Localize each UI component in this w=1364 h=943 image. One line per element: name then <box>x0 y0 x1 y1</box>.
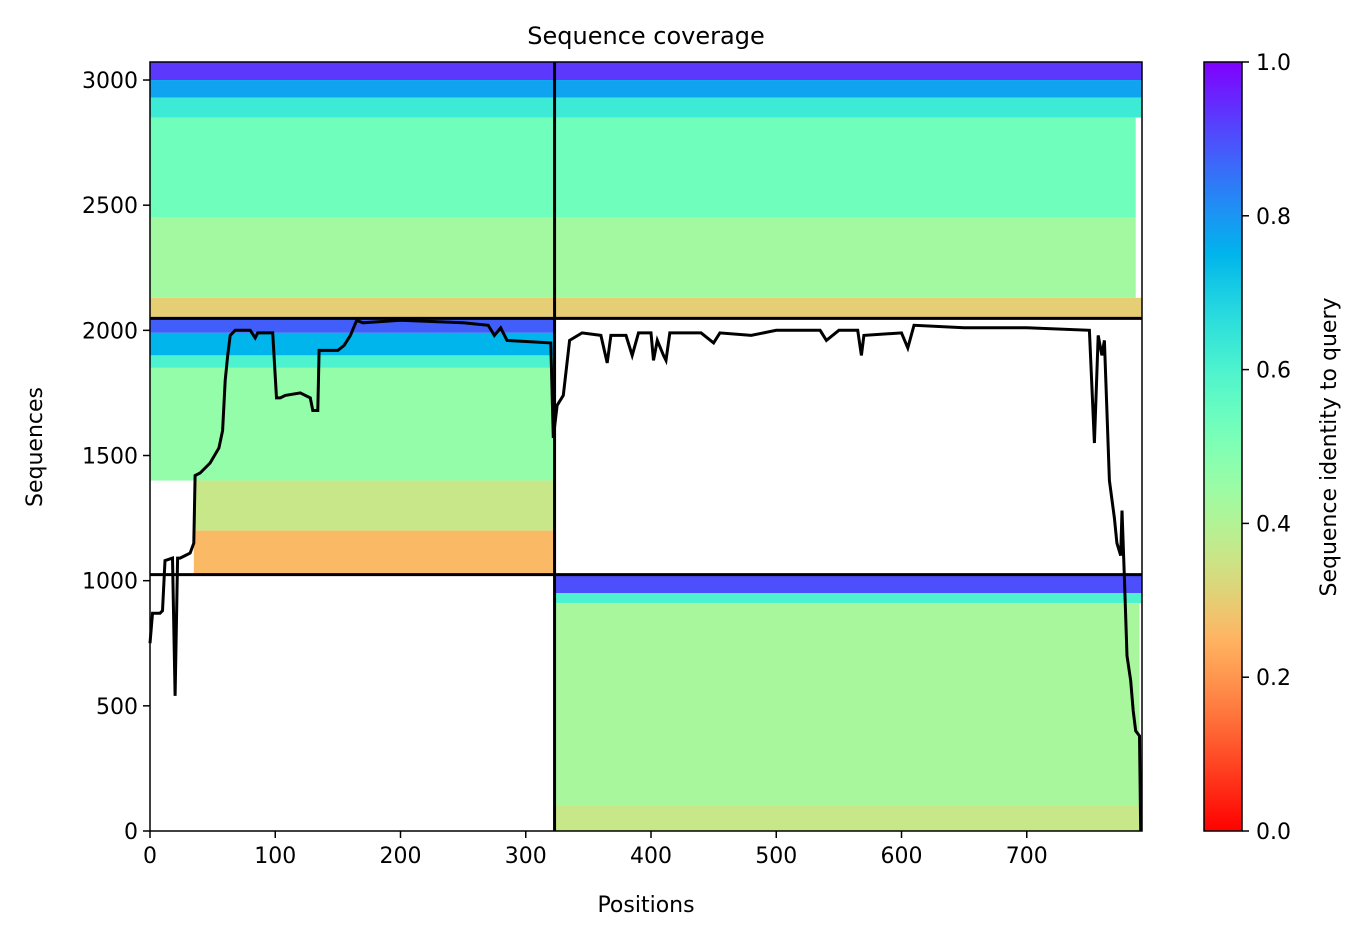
colorbar-tick-label: 0.0 <box>1256 820 1291 845</box>
x-tick-label: 200 <box>380 844 422 869</box>
chart-title: Sequence coverage <box>527 22 764 50</box>
coverage-block <box>554 805 1140 831</box>
coverage-block <box>150 297 555 319</box>
coverage-block <box>193 530 555 575</box>
y-tick-label: 2500 <box>82 194 138 219</box>
colorbar-tick-label: 0.2 <box>1256 666 1291 691</box>
x-tick-label: 0 <box>143 844 157 869</box>
x-tick-label: 300 <box>505 844 547 869</box>
y-axis-label: Sequences <box>23 387 48 507</box>
coverage-block <box>150 80 555 98</box>
coverage-block <box>150 367 555 481</box>
colorbar-tick-label: 0.4 <box>1256 512 1291 537</box>
coverage-block <box>554 97 1142 118</box>
coverage-block <box>554 574 1142 594</box>
coverage-block <box>150 117 555 218</box>
coverage-block <box>554 117 1136 218</box>
x-tick-label: 400 <box>630 844 672 869</box>
y-tick-label: 500 <box>96 695 138 720</box>
colorbar-tick-label: 1.0 <box>1256 51 1291 76</box>
y-tick-label: 0 <box>124 820 138 845</box>
x-axis-label: Positions <box>597 893 694 918</box>
coverage-block <box>150 217 555 298</box>
colorbar-tick-label: 0.6 <box>1256 359 1291 384</box>
coverage-block <box>150 97 555 118</box>
x-tick-label: 600 <box>881 844 923 869</box>
coverage-block <box>193 480 555 531</box>
coverage-block <box>554 593 1142 604</box>
x-tick-label: 700 <box>1006 844 1048 869</box>
coverage-block <box>150 332 555 356</box>
coverage-block <box>554 217 1136 298</box>
colorbar-tick-label: 0.8 <box>1256 205 1291 230</box>
coverage-block <box>150 62 555 81</box>
plot-frame <box>149 61 1143 832</box>
colorbar-label: Sequence identity to query <box>1317 297 1342 596</box>
coverage-line <box>148 318 1143 832</box>
y-tick-label: 2000 <box>82 319 138 344</box>
colorbar <box>1203 61 1243 832</box>
coverage-block <box>554 80 1142 98</box>
y-tick-label: 1000 <box>82 570 138 595</box>
y-tick-label: 1500 <box>82 445 138 470</box>
x-tick-label: 100 <box>254 844 296 869</box>
coverage-block <box>150 355 555 368</box>
coverage-block <box>554 297 1142 319</box>
coverage-block <box>554 62 1142 81</box>
coverage-block <box>554 603 1140 806</box>
y-tick-label: 3000 <box>82 69 138 94</box>
x-tick-label: 500 <box>755 844 797 869</box>
